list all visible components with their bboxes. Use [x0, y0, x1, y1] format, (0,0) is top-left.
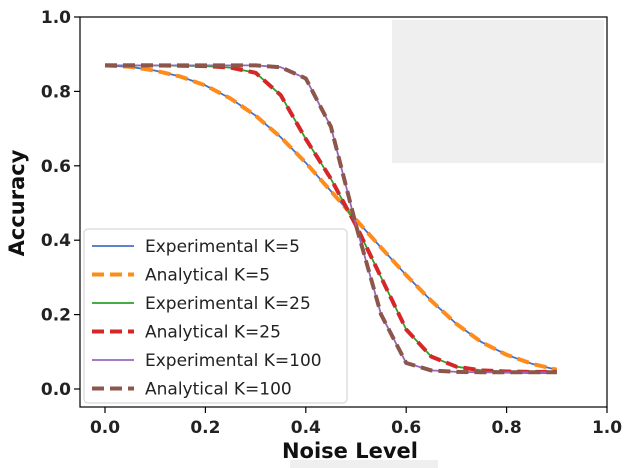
x-tick-label: 0.8 [492, 418, 522, 438]
legend-entry-label: Experimental K=25 [145, 294, 311, 314]
y-tick-label: 0.2 [41, 306, 71, 326]
series-layer [104, 63, 558, 375]
x-tick-label: 1.0 [592, 418, 622, 438]
y-tick-label: 0.0 [41, 380, 71, 400]
y-tick-label: 1.0 [41, 8, 71, 28]
legend-entry-label: Experimental K=100 [145, 351, 322, 371]
legend-entry-label: Experimental K=5 [145, 237, 300, 257]
x-axis-label: Noise Level [282, 439, 418, 463]
y-tick-label: 0.4 [41, 231, 71, 251]
legend-box [83, 228, 348, 404]
legend-entry-label: Analytical K=25 [145, 323, 281, 343]
x-tick-label: 0.6 [391, 418, 421, 438]
plot-frame [79, 16, 608, 408]
y-tick-label: 0.6 [41, 157, 71, 177]
top-right-shaded-region [392, 20, 604, 163]
series-line-6 [105, 63, 557, 375]
y-axis-label: Accuracy [5, 149, 29, 256]
legend-entry-label: Analytical K=5 [145, 266, 270, 286]
legend: Experimental K=5 Analytical K=5 Experiment… [83, 228, 348, 404]
x-tick-label: 0.2 [190, 418, 220, 438]
bottom-shaded-strip [290, 460, 438, 468]
x-tick-label: 0.4 [291, 418, 321, 438]
x-tick-label: 0.0 [90, 418, 120, 438]
legend-entry-label: Analytical K=100 [145, 380, 292, 400]
series-line-2 [104, 63, 558, 372]
y-tick-label: 0.8 [41, 82, 71, 102]
axis-layer: 0.0 0.2 0.4 0.6 0.8 1.0 0.0 0.2 0.4 0.6 0.8 1.0 [41, 8, 622, 438]
